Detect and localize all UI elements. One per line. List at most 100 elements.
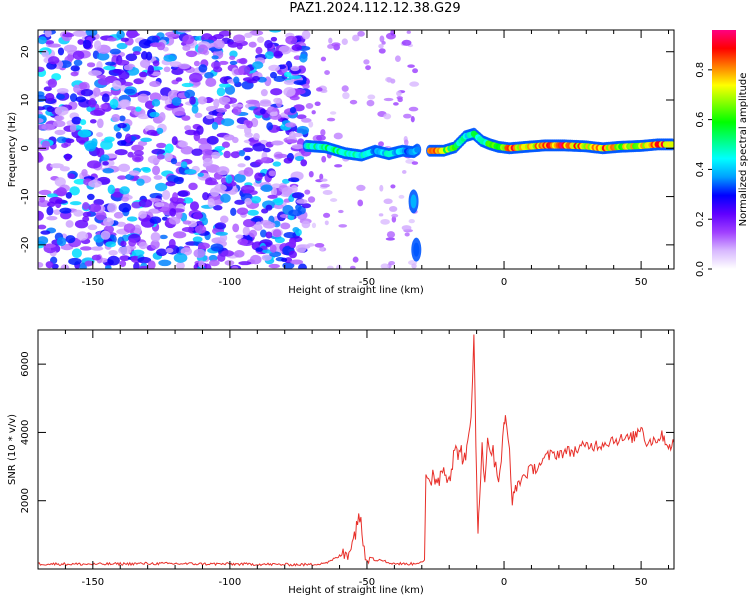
spectrogram-cell	[215, 231, 228, 236]
spectrogram-cell	[244, 155, 251, 161]
spectrogram-cell	[192, 236, 203, 243]
spectrogram-cell	[182, 197, 194, 204]
spectrogram-cell	[212, 33, 225, 40]
snr-x-ticks: -150 -100 -50 0 50	[37, 330, 670, 588]
spectrogram-cell	[100, 230, 111, 240]
spectrogram-cell	[53, 209, 61, 215]
spectrogram-cell	[131, 144, 144, 152]
spectrogram-cell	[404, 139, 409, 146]
spectrogram-cell	[295, 244, 307, 253]
spectrogram-cell	[396, 90, 402, 97]
spectrogram-cell	[260, 229, 267, 238]
spectrogram-cell	[87, 193, 95, 201]
spectrogram-cell	[314, 101, 321, 106]
spectrogram-cell	[386, 231, 396, 239]
spectrogram-cell	[221, 118, 235, 127]
spectrogram-cell	[250, 217, 262, 222]
spectrogram-cell	[238, 261, 252, 266]
spectrogram-cell	[81, 169, 88, 177]
spectrogram-cell	[278, 45, 292, 55]
spectrogram-cell	[182, 34, 195, 45]
spectrogram-cell	[335, 264, 342, 269]
spectrogram-cell	[259, 100, 272, 107]
spectrogram-cell	[171, 97, 182, 106]
spectrogram-cell	[108, 249, 118, 256]
spectrogram-cell	[100, 139, 113, 150]
spectrogram-cell	[163, 54, 176, 62]
spectrogram-cell	[274, 153, 288, 158]
spectrogram-cell	[164, 152, 173, 162]
spectrogram-cell	[236, 207, 249, 215]
spectrogram-cell	[252, 142, 266, 152]
spectrogram-cell	[43, 243, 56, 248]
spectrogram-cell	[391, 213, 399, 218]
spectrogram-cell	[204, 180, 219, 186]
spectrogram-cell	[333, 132, 343, 140]
spectrogram-cell	[84, 260, 94, 267]
spectrogram-cell	[38, 189, 52, 196]
spectrogram-cell	[169, 208, 177, 217]
spectrogram-cell	[269, 244, 277, 253]
spectrogram-cell	[96, 118, 104, 129]
spectrogram-cell	[210, 243, 224, 252]
spectrogram-cell	[147, 64, 154, 75]
spectrogram-cell	[296, 114, 307, 120]
spectrogram-cell	[214, 145, 226, 151]
spectrogram-cell	[193, 248, 206, 258]
spectrogram-cell	[274, 237, 285, 244]
spectrogram-cell	[107, 184, 116, 195]
spectrogram-ridge-point	[668, 141, 674, 148]
spectrogram-cell	[54, 177, 66, 187]
spectrogram-cell	[265, 204, 273, 211]
spectrogram-cell	[288, 209, 303, 217]
spectrogram-cell	[101, 93, 110, 103]
spectrogram-cell	[324, 220, 329, 226]
spectrogram-cell	[80, 88, 94, 97]
spectrogram-cell	[102, 217, 115, 227]
spectrogram-cell	[341, 38, 348, 46]
spectrogram-cell	[268, 170, 276, 177]
spectrogram-cell	[41, 49, 49, 58]
spectrogram-cell	[43, 86, 52, 92]
spectrogram-cell	[91, 254, 102, 261]
spectrogram-cell	[82, 216, 90, 223]
spectrogram-cell	[150, 232, 161, 242]
spectrogram-cell	[323, 212, 331, 218]
spectrogram-cell	[88, 180, 102, 188]
spectrogram-cell	[171, 136, 178, 146]
x-tick-label: 0	[501, 277, 507, 288]
spectrogram-cell	[149, 216, 162, 224]
spectrogram-cell	[77, 39, 85, 45]
spectrogram-cell	[307, 196, 316, 203]
spectrogram-cell	[118, 163, 131, 172]
spectrogram-cell	[93, 40, 102, 51]
x-tick-label: -150	[81, 577, 104, 588]
spectrogram-cell	[38, 152, 43, 163]
spectrogram-cell	[159, 111, 166, 122]
spectrogram-cell	[218, 60, 229, 65]
spectrogram-cell	[329, 198, 338, 202]
spectrogram-cell	[188, 182, 198, 191]
spectrogram-cell	[350, 265, 356, 269]
spectrogram-cell	[102, 161, 109, 166]
spectrogram-cell	[75, 96, 87, 103]
spectrogram-cell	[38, 94, 47, 102]
spectrogram-cell	[203, 263, 212, 269]
spectrogram-cell	[292, 227, 300, 233]
spectrogram-cell	[149, 208, 159, 214]
spectrogram-cell	[197, 96, 208, 105]
spectrogram-cell	[52, 120, 66, 128]
spectrogram-cell	[390, 184, 396, 189]
spectrogram-cell	[132, 51, 141, 56]
spectrogram-cell	[272, 161, 282, 167]
spectrogram-cell	[73, 84, 81, 94]
spectrogram-cell	[380, 218, 390, 225]
spectrogram-cell	[320, 56, 327, 62]
spectrogram-cell	[379, 35, 385, 43]
snr-y-axis-label: SNR (10 * v/v)	[7, 414, 18, 485]
spectrogram-cell	[232, 106, 242, 116]
spectrogram-cell	[184, 125, 192, 131]
spectrogram-cell	[408, 218, 415, 224]
spectrogram-cell	[411, 161, 419, 165]
spectrogram-cell	[56, 94, 65, 100]
